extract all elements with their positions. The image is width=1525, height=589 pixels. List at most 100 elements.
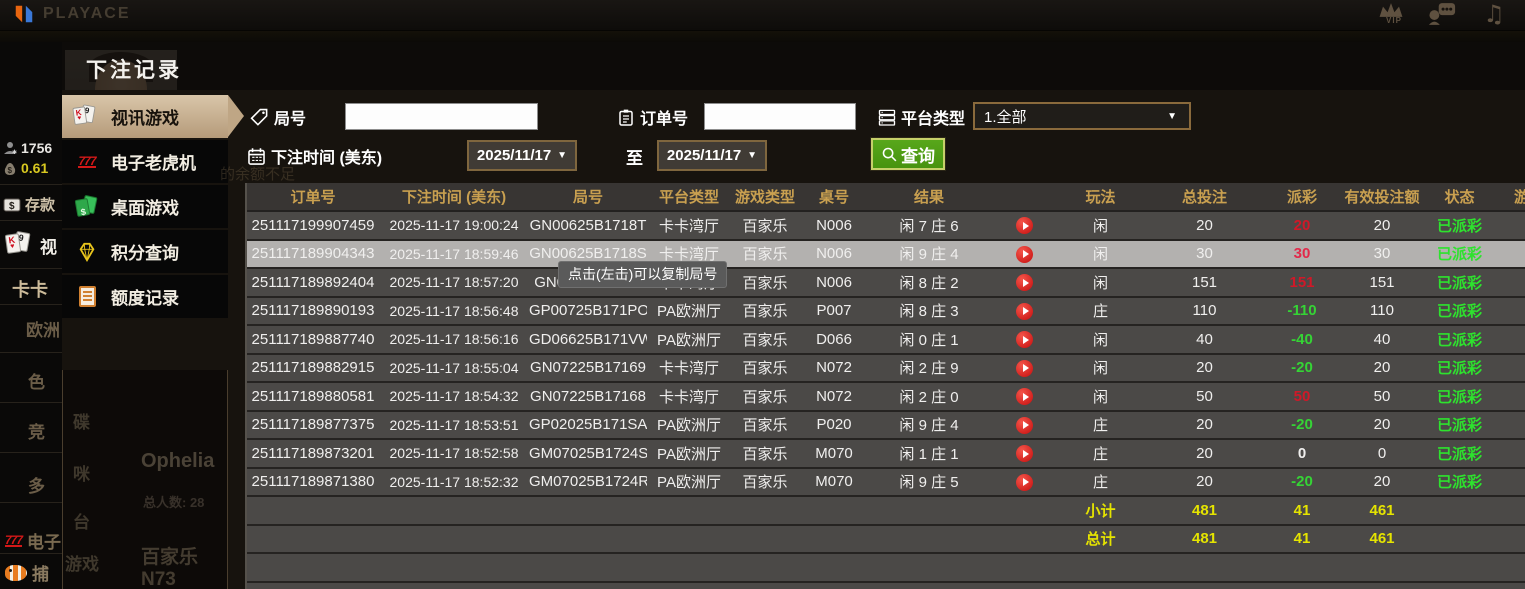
payout-cell: -20 (1291, 473, 1313, 491)
replay-cell (989, 273, 1059, 292)
lobby-item-fishing[interactable]: 捕 (0, 560, 62, 585)
replay-cell (989, 330, 1059, 349)
document-icon (72, 286, 102, 307)
round-cell[interactable]: GN07225B17168 (530, 387, 646, 405)
bet-time-label: 下注时间 (美东) (247, 144, 382, 168)
vip-crown-icon (1379, 3, 1403, 17)
order-cell: 251117189873201 (251, 444, 375, 462)
vip-button[interactable]: VIP (1377, 2, 1411, 25)
ghost-table-name: 百家乐N73 (141, 547, 199, 589)
table-row[interactable]: 251117189880581 2025-11-17 18:54:32 GN07… (247, 383, 1525, 412)
valid-bet-cell: 20 (1373, 473, 1391, 491)
subtotal-payout: 41 (1293, 501, 1311, 519)
game-type-cell: 百家乐 (742, 388, 788, 406)
total-bet-cell: 20 (1196, 444, 1213, 462)
round-number-input[interactable] (345, 103, 538, 130)
valid-bet-cell: 20 (1373, 216, 1391, 234)
replay-cell (989, 245, 1059, 263)
sidebar-item-table-games[interactable]: 桌面游戏 (62, 185, 228, 228)
round-cell[interactable]: GM07025B1724S (529, 444, 647, 462)
grand-total-valid-bet: 461 (1369, 530, 1395, 548)
replay-cell (989, 387, 1059, 406)
play-video-button[interactable] (1015, 416, 1033, 434)
play-video-button[interactable] (1015, 245, 1033, 263)
empty-row (247, 554, 1525, 583)
play-video-button[interactable] (1015, 473, 1033, 491)
lobby-item-video[interactable]: 9 K ♥ 视 (0, 230, 62, 258)
music-button[interactable]: ♫ (1477, 2, 1511, 26)
lobby-item-europe[interactable]: 欧洲 (26, 321, 60, 340)
lobby-item-duotai[interactable]: 多 (28, 477, 45, 496)
play-video-button[interactable] (1015, 445, 1033, 463)
result-cell: 闲 1 庄 1 (899, 445, 959, 463)
result-cell: 闲 9 庄 4 (899, 246, 959, 264)
sidebar-item-points-query[interactable]: 积分查询 (62, 230, 228, 273)
table-row[interactable]: 251117189882915 2025-11-17 18:55:04 GN07… (247, 354, 1525, 383)
search-icon (882, 147, 897, 161)
money-bag-icon: $ (4, 162, 16, 175)
time-cell: 2025-11-17 18:55:04 (389, 359, 519, 376)
result-cell: 闲 8 庄 2 (899, 274, 959, 292)
sidebar-item-slots[interactable]: 777 电子老虎机 (62, 140, 228, 183)
round-cell[interactable]: GN07225B17169 (530, 359, 646, 377)
round-cell[interactable]: GP02025B171SA (529, 416, 647, 434)
play-video-button[interactable] (1015, 388, 1033, 406)
order-cell: 251117189904343 (251, 245, 375, 263)
online-users-stat: ✱ 1756 (3, 140, 52, 156)
payout-cell: 30 (1293, 245, 1311, 263)
brand-logo[interactable]: PLAYACE (13, 3, 131, 25)
valid-bet-cell: 110 (1370, 302, 1394, 320)
table-row[interactable]: 251117189873201 2025-11-17 18:52:58 GM07… (247, 440, 1525, 469)
round-cell[interactable]: GP00725B171PO (529, 302, 647, 320)
lobby-item-dice[interactable]: 色 (28, 373, 45, 392)
search-button[interactable]: 查询 (871, 138, 945, 170)
status-badge: 已派彩 (1436, 360, 1482, 378)
date-to-picker[interactable]: 2025/11/17 ▼ (657, 140, 767, 171)
sidebar-ghost-panel: 碟 咪 台 游戏 鱼王 Ophelia 总人数: 28 百家乐N73 (62, 370, 228, 589)
round-cell[interactable]: GN00625B1718S (529, 245, 647, 263)
table-row[interactable]: 251117189904343 2025-11-17 18:59:46 GN00… (247, 240, 1525, 269)
sidebar-item-video-games[interactable]: 9 K ♥ 视讯游戏 (62, 95, 244, 138)
table-number-cell: N072 (816, 387, 852, 405)
table-row[interactable]: 251117189877375 2025-11-17 18:53:51 GP02… (247, 411, 1525, 440)
play-video-button[interactable] (1015, 274, 1033, 292)
round-cell[interactable]: GD06625B171VW (529, 330, 647, 348)
deposit-button[interactable]: $ 存款 (3, 194, 55, 215)
play-type-cell: 闲 (1092, 331, 1108, 349)
date-from-picker[interactable]: 2025/11/17 ▼ (467, 140, 577, 171)
replay-cell (989, 216, 1059, 235)
balance-stat: $ 0.61 (3, 160, 48, 176)
valid-bet-cell: 20 (1373, 359, 1391, 377)
play-type-cell: 闲 (1092, 360, 1108, 378)
status-badge: 已派彩 (1436, 303, 1482, 321)
lobby-item-slots[interactable]: 777 电子 (5, 532, 62, 552)
table-row[interactable]: 251117189871380 2025-11-17 18:52:32 GM07… (247, 468, 1525, 497)
table-row[interactable]: 251117189890193 2025-11-17 18:56:48 GP00… (247, 297, 1525, 326)
play-video-button[interactable] (1015, 302, 1033, 320)
deposit-label: 存款 (25, 197, 56, 214)
ghost-text: 游戏 (65, 555, 99, 574)
lobby-item-jingmi[interactable]: 竞 (28, 423, 45, 442)
platform-type-label: 平台类型 (878, 105, 965, 129)
replay-cell (989, 416, 1059, 434)
play-video-button[interactable] (1015, 217, 1033, 235)
order-number-input[interactable] (704, 103, 856, 130)
table-row[interactable]: 251117189892404 2025-11-17 18:57:20 GN00… (247, 269, 1525, 298)
table-row[interactable]: 251117199907459 2025-11-17 19:00:24 GN00… (247, 212, 1525, 241)
sidebar-item-quota-records[interactable]: 额度记录 (62, 275, 228, 318)
play-video-button[interactable] (1015, 331, 1033, 349)
payout-cell: -110 (1287, 302, 1317, 320)
round-cell[interactable]: GM07025B1724R (529, 473, 647, 491)
round-cell[interactable]: GN00625B1718T (529, 216, 647, 234)
empty-row (247, 582, 1525, 589)
play-video-button[interactable] (1015, 359, 1033, 377)
platform-type-select[interactable]: 1.全部 ▼ (973, 102, 1191, 130)
svg-text:$: $ (9, 201, 15, 212)
chat-icon (1428, 3, 1456, 25)
support-chat-button[interactable] (1427, 2, 1461, 26)
grand-total-payout: 41 (1293, 530, 1311, 548)
ghost-text: 碟 (73, 413, 90, 432)
lobby-item-kaka[interactable]: 卡卡 (12, 280, 48, 300)
table-row[interactable]: 251117189887740 2025-11-17 18:56:16 GD06… (247, 326, 1525, 355)
table-number-cell: P007 (816, 302, 852, 320)
